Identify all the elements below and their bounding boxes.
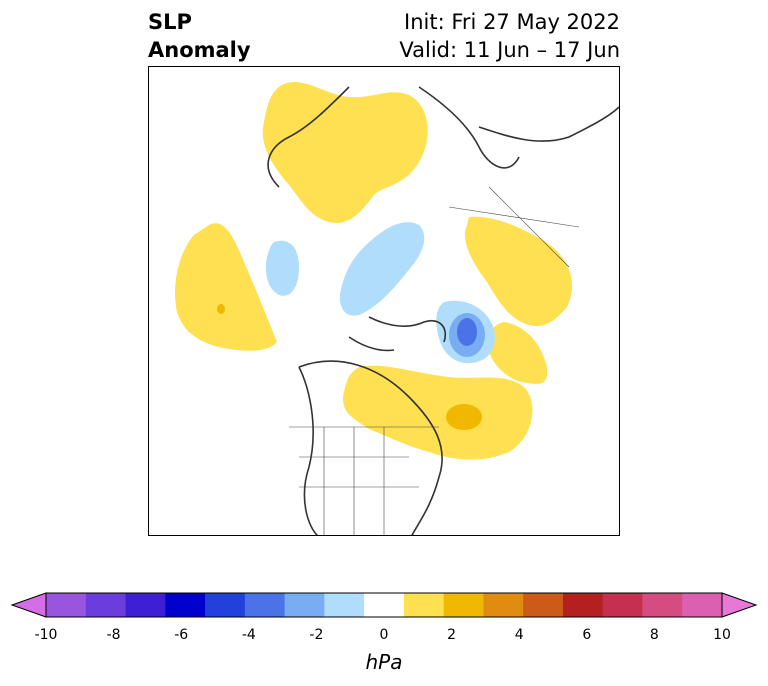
colorbar-swatch — [46, 593, 87, 617]
colorbar-swatch — [562, 593, 604, 617]
valid-range: Valid: 11 Jun – 17 Jun — [399, 38, 620, 62]
colorbar-unit: hPa — [365, 650, 403, 674]
colorbar-swatch — [483, 593, 524, 617]
title-variable: SLP — [148, 10, 192, 34]
anomaly-central-low — [339, 222, 425, 316]
map-panel — [148, 66, 620, 536]
colorbar-tick-label: 0 — [379, 627, 389, 643]
colorbar — [10, 592, 758, 618]
anomaly-atlantic-center — [446, 404, 482, 430]
colorbar-tick-label: -8 — [106, 627, 121, 643]
colorbar-swatch — [403, 593, 445, 617]
coastlines — [267, 86, 619, 535]
colorbar-arrow-high — [721, 592, 758, 618]
anomaly-map — [174, 81, 619, 535]
anomaly-pacific-center — [217, 304, 225, 314]
colorbar-tick-label: 6 — [582, 627, 592, 643]
colorbar-swatch — [244, 593, 286, 617]
anomaly-pacific-high — [174, 223, 277, 351]
colorbar-swatch — [205, 593, 246, 617]
colorbar-swatch — [284, 593, 325, 617]
positive-anomaly-regions — [174, 81, 572, 460]
colorbar-swatch — [165, 593, 206, 617]
colorbar-swatch — [642, 593, 683, 617]
map-title: SLP Anomaly — [148, 8, 251, 64]
anomaly-eastern-low-core — [457, 318, 477, 346]
anomaly-atlantic-high — [343, 365, 533, 460]
anomaly-siberia-high — [464, 216, 572, 327]
colorbar-tick-label: 2 — [447, 627, 457, 643]
colorbar-swatch — [602, 593, 643, 617]
colorbar-arrow-low — [10, 592, 47, 618]
colorbar-outline — [45, 592, 723, 618]
colorbar-swatch — [682, 593, 723, 617]
colorbar-swatch — [443, 593, 484, 617]
colorbar-tick-label: -4 — [241, 627, 256, 643]
colorbar-swatch — [364, 593, 405, 617]
title-variable-suffix: Anomaly — [148, 38, 251, 62]
negative-anomaly-regions — [265, 222, 495, 364]
colorbar-swatch — [85, 593, 127, 617]
colorbar-swatch — [125, 593, 166, 617]
anomaly-greenland-high — [262, 81, 428, 223]
forecast-dates: Init: Fri 27 May 2022 Valid: 11 Jun – 17… — [399, 8, 620, 64]
colorbar-tick-label: 4 — [514, 627, 524, 643]
init-date: Init: Fri 27 May 2022 — [404, 10, 620, 34]
colorbar-tick-label: -6 — [174, 627, 189, 643]
anomaly-arctic-high — [487, 322, 548, 384]
colorbar-tick-label: -10 — [34, 627, 58, 643]
colorbar-tick-label: 8 — [649, 627, 659, 643]
political-borders — [289, 186, 580, 535]
anomaly-western-low — [265, 240, 299, 296]
colorbar-tick-label: 10 — [713, 627, 731, 643]
colorbar-tick-label: -2 — [309, 627, 324, 643]
colorbar-swatch — [324, 593, 365, 617]
colorbar-swatch — [523, 593, 564, 617]
